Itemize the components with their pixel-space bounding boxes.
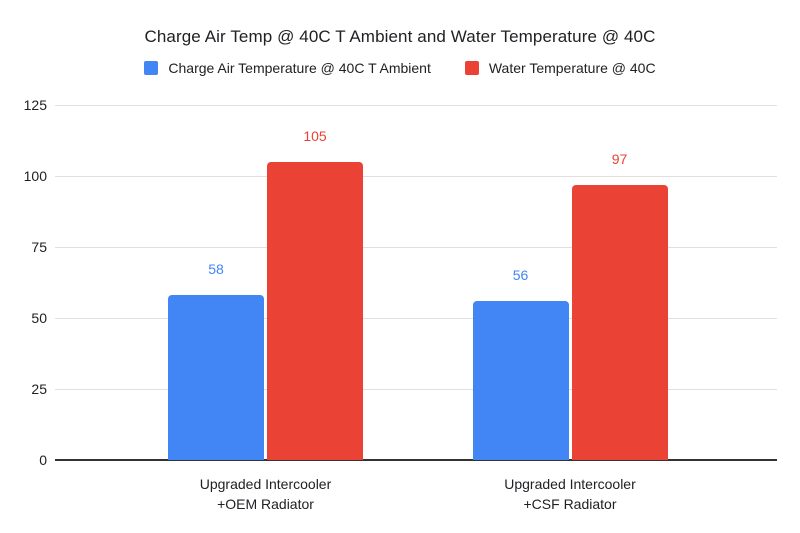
bar-charge-air-1	[472, 300, 569, 460]
legend-item-charge-air: Charge Air Temperature @ 40C T Ambient	[144, 60, 431, 76]
legend-item-water: Water Temperature @ 40C	[464, 60, 656, 76]
bar-value-label: 58	[208, 261, 224, 278]
legend-label-charge-air: Charge Air Temperature @ 40C T Ambient	[168, 60, 431, 76]
y-axis-tick-label: 75	[31, 239, 47, 255]
category-label: Upgraded Intercooler +CSF Radiator	[504, 476, 636, 512]
legend: Charge Air Temperature @ 40C T Ambient W…	[0, 60, 800, 76]
legend-label-water: Water Temperature @ 40C	[488, 60, 656, 76]
bar-water-0	[267, 161, 363, 460]
gridline	[55, 318, 777, 319]
y-axis-tick-label: 100	[23, 168, 47, 184]
category-label: Upgraded Intercooler +OEM Radiator	[199, 476, 332, 512]
y-axis-tick-label: 125	[23, 97, 47, 113]
chart-title: Charge Air Temp @ 40C T Ambient and Wate…	[144, 27, 656, 46]
y-axis-tick-label: 25	[31, 381, 47, 397]
y-axis-tick-label: 0	[39, 452, 47, 468]
y-axis-tick-label: 50	[31, 310, 47, 326]
gridline	[55, 389, 777, 390]
bar-water-1	[571, 184, 668, 460]
gridline	[55, 247, 777, 248]
bar-charge-air-0	[168, 295, 264, 460]
x-axis-baseline	[55, 459, 777, 461]
legend-swatch-water	[464, 61, 479, 75]
bar-value-label: 97	[611, 150, 628, 167]
bar-value-label: 56	[512, 266, 529, 283]
legend-swatch-charge-air	[144, 61, 159, 75]
bar-value-label: 105	[303, 127, 327, 144]
gridline	[55, 105, 777, 106]
gridline	[55, 176, 777, 177]
